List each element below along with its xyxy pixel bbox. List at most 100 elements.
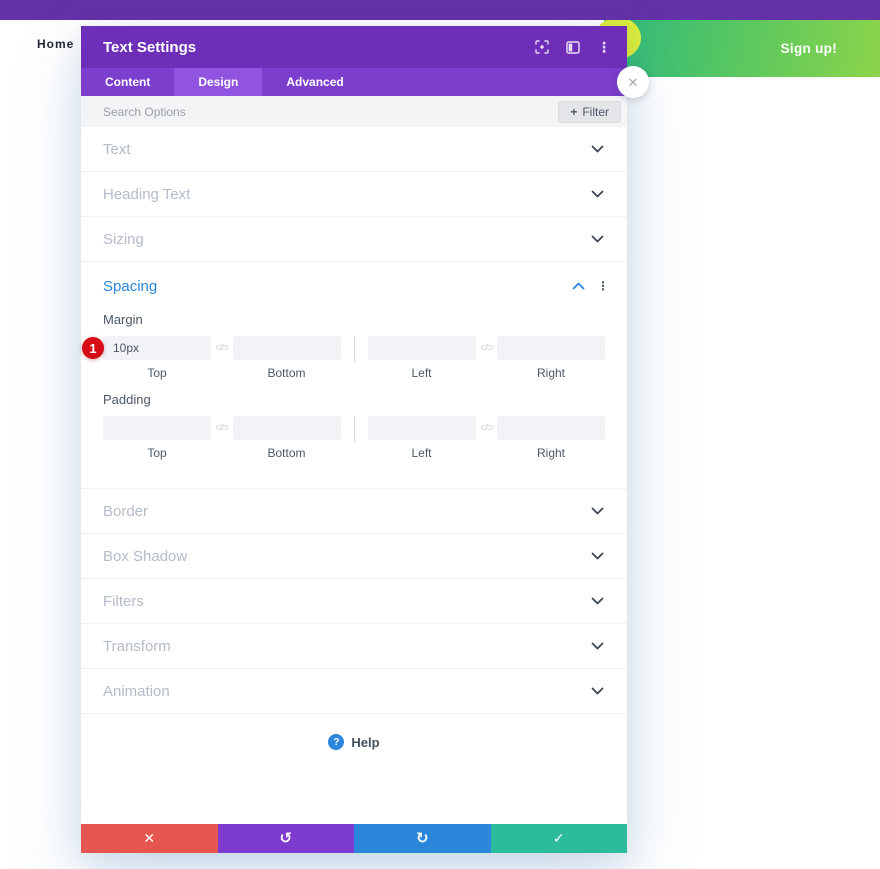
save-icon: ✓ [552, 830, 565, 846]
vertical-divider [353, 336, 355, 362]
help-area: ? Help [81, 714, 627, 824]
field-label: Bottom [267, 446, 306, 460]
tab-content[interactable]: Content [105, 75, 151, 89]
margin-bottom-input[interactable] [232, 336, 341, 360]
field-label: Right [537, 446, 566, 460]
field-label: Bottom [267, 366, 306, 380]
chevron-down-icon [591, 235, 604, 243]
close-button[interactable]: ✕ [617, 66, 649, 98]
text-settings-modal: Text Settings ⋮ Content Design Advanced [81, 26, 627, 853]
undo-button[interactable]: ↺ [217, 824, 354, 853]
search-options-input[interactable] [103, 104, 559, 119]
link-values-icon[interactable]: ⊂/⊃ [215, 423, 229, 432]
help-button[interactable]: ? Help [328, 734, 380, 750]
modal-title: Text Settings [103, 38, 197, 56]
link-values-icon[interactable]: ⊂/⊃ [479, 423, 494, 432]
field-label: Left [411, 366, 432, 380]
padding-bottom-field: Bottom [232, 416, 341, 460]
discard-icon: ✕ [143, 830, 156, 846]
section-title-spacing: Spacing [103, 277, 158, 295]
vertical-divider [353, 416, 355, 442]
margin-left-input[interactable] [367, 336, 476, 360]
margin-left-field: Left [367, 336, 476, 380]
padding-fields-row: Top ⊂/⊃ Bottom Left ⊂/⊃ Righ [103, 416, 606, 460]
chevron-down-icon [591, 597, 604, 605]
field-label: Top [147, 366, 167, 380]
chevron-down-icon [591, 507, 604, 515]
section-row-transform[interactable]: Transform [81, 624, 627, 669]
field-label: Left [411, 446, 432, 460]
more-options-icon[interactable]: ⋮ [597, 39, 611, 55]
section-spacing: Spacing ⋮ Margin 1 Top ⊂/⊃ Botto [81, 262, 627, 489]
undo-icon: ↺ [279, 830, 293, 847]
section-title: Filters [103, 592, 144, 610]
tab-advanced[interactable]: Advanced [286, 75, 344, 89]
padding-top-input[interactable] [103, 416, 211, 440]
section-row-sizing[interactable]: Sizing [81, 217, 627, 262]
margin-group: Margin 1 Top ⊂/⊃ Bottom Left [82, 312, 606, 380]
field-label: Right [537, 366, 566, 380]
section-row-text[interactable]: Text [81, 127, 627, 172]
section-row-heading-text[interactable]: Heading Text [81, 172, 627, 217]
chevron-up-icon [572, 282, 585, 290]
redo-button[interactable]: ↻ [354, 824, 491, 853]
margin-bottom-field: Bottom [232, 336, 341, 380]
save-button[interactable]: ✓ [490, 824, 627, 853]
chevron-down-icon [591, 552, 604, 560]
margin-label: Margin [103, 312, 143, 327]
section-row-border[interactable]: Border [81, 489, 627, 534]
chevron-down-icon [591, 145, 604, 153]
section-row-filters[interactable]: Filters [81, 579, 627, 624]
section-row-animation[interactable]: Animation [81, 669, 627, 714]
help-icon: ? [328, 734, 345, 750]
focus-preview-icon[interactable] [535, 40, 549, 54]
modal-header: Text Settings ⋮ [81, 26, 627, 68]
nav-home-link[interactable]: Home [37, 37, 75, 51]
signup-button[interactable]: Sign up! [604, 20, 880, 77]
section-title: Sizing [103, 230, 144, 248]
padding-right-field: Right [497, 416, 606, 460]
modal-tabs: Content Design Advanced [81, 68, 627, 96]
signup-label: Sign up! [780, 41, 837, 56]
link-values-icon[interactable]: ⊂/⊃ [215, 343, 229, 352]
chevron-down-icon [591, 687, 604, 695]
margin-top-input[interactable] [103, 336, 211, 360]
link-values-icon[interactable]: ⊂/⊃ [479, 343, 494, 352]
step-badge: 1 [82, 337, 104, 359]
padding-label: Padding [103, 392, 151, 407]
margin-right-input[interactable] [497, 336, 606, 360]
chevron-down-icon [591, 190, 604, 198]
section-title: Box Shadow [103, 547, 188, 565]
padding-right-input[interactable] [497, 416, 606, 440]
redo-icon: ↻ [415, 830, 429, 847]
padding-left-field: Left [367, 416, 476, 460]
filter-label: Filter [582, 104, 609, 119]
padding-group: Padding Top ⊂/⊃ Bottom Left [103, 392, 606, 460]
section-row-box-shadow[interactable]: Box Shadow [81, 534, 627, 579]
section-title: Text [103, 140, 131, 158]
modal-footer: ✕ ↺ ↻ ✓ [81, 824, 627, 853]
padding-top-field: Top [103, 416, 211, 460]
close-icon: ✕ [627, 74, 639, 90]
field-label: Top [147, 446, 167, 460]
padding-bottom-input[interactable] [232, 416, 341, 440]
plus-icon: + [570, 104, 578, 119]
discard-button[interactable]: ✕ [81, 824, 218, 853]
section-title: Border [103, 502, 149, 520]
padding-left-input[interactable] [367, 416, 476, 440]
tab-design[interactable]: Design [174, 68, 263, 96]
page-top-bar [0, 0, 880, 20]
layout-columns-icon[interactable] [566, 40, 580, 54]
help-label: Help [351, 734, 380, 750]
section-row-spacing[interactable]: Spacing ⋮ [81, 262, 627, 310]
filter-button[interactable]: + Filter [558, 100, 621, 123]
search-options-bar: + Filter [81, 96, 627, 127]
section-title: Transform [103, 637, 171, 655]
margin-fields-row: 1 Top ⊂/⊃ Bottom Left ⊂/⊃ [82, 336, 606, 380]
margin-right-field: Right [497, 336, 606, 380]
section-title: Animation [103, 682, 170, 700]
section-options-icon[interactable]: ⋮ [597, 279, 609, 293]
chevron-down-icon [591, 642, 604, 650]
margin-top-field: Top [103, 336, 211, 380]
section-title: Heading Text [103, 185, 191, 203]
